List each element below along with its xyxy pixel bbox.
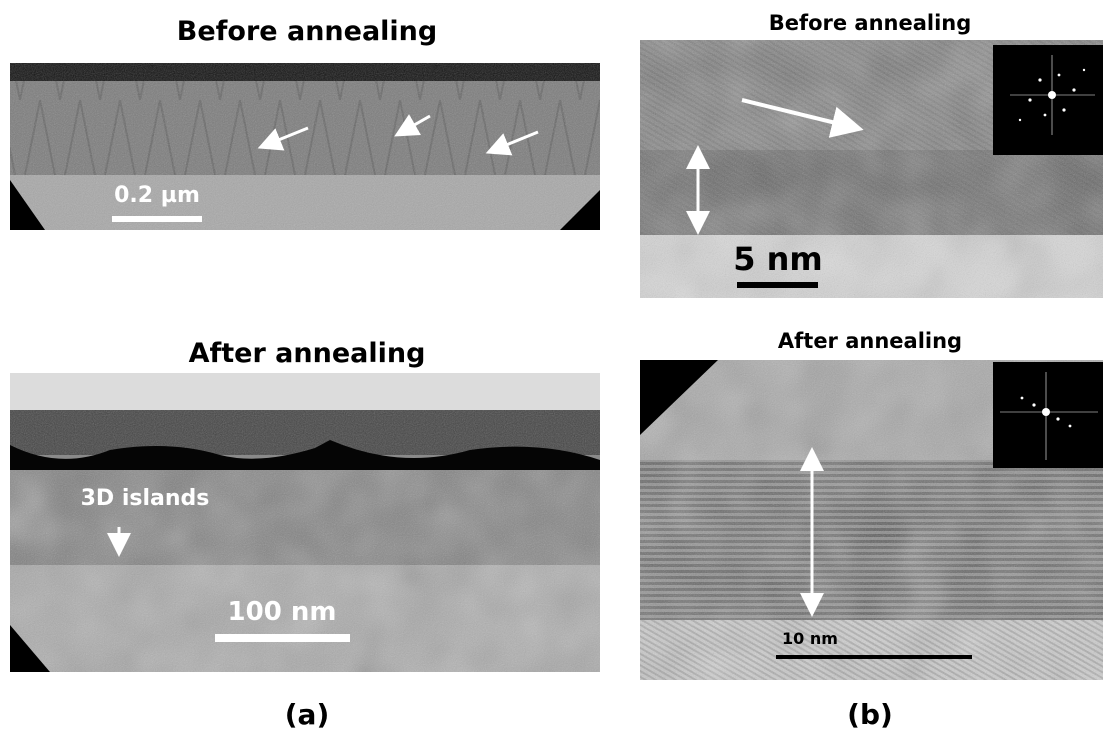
scale-bar-label: 5 nm — [733, 240, 823, 278]
scale-bar-label: 100 nm — [228, 597, 337, 627]
panel-label: (b) — [847, 698, 893, 731]
image-title: After annealing — [189, 338, 426, 369]
figure: Before annealing 0.2 µm After annealing … — [0, 0, 1103, 733]
scale-bar-label: 10 nm — [782, 629, 838, 648]
scale-bar-label: 0.2 µm — [114, 183, 200, 208]
image-title: Before annealing — [769, 11, 972, 35]
tem-image: 3D islands 100 nm — [10, 373, 600, 672]
image-title: Before annealing — [177, 16, 437, 47]
tem-image: 5 nm — [640, 40, 1103, 298]
panel-label: (a) — [285, 698, 330, 731]
tem-image: 10 nm — [640, 360, 1103, 680]
image-title: After annealing — [778, 329, 962, 353]
annotation: 3D islands — [81, 486, 210, 511]
tem-image: 0.2 µm — [10, 63, 600, 230]
